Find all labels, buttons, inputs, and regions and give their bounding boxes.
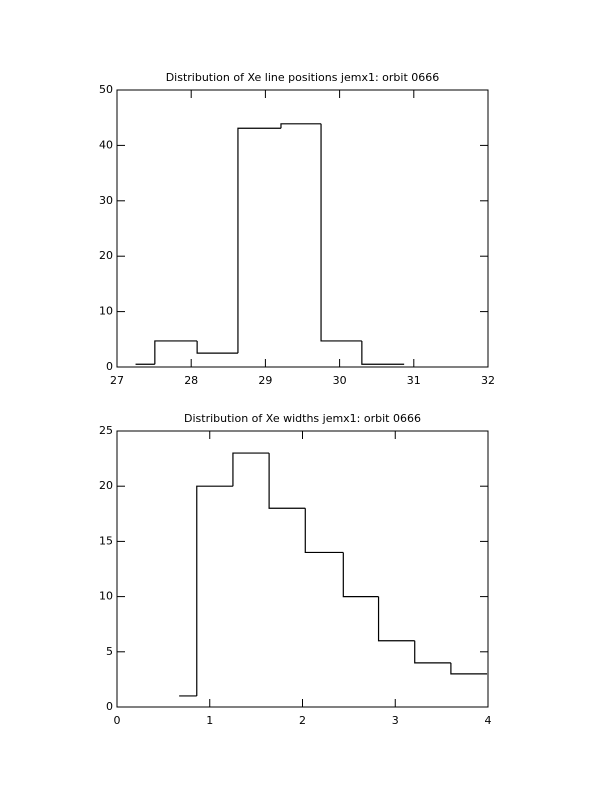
y-tick-label: 20 bbox=[99, 479, 113, 492]
y-tick-label: 30 bbox=[99, 194, 113, 207]
plot-frame bbox=[116, 430, 489, 708]
histogram-step bbox=[450, 662, 488, 675]
histogram-step bbox=[304, 508, 344, 554]
y-tick-label: 25 bbox=[99, 424, 113, 437]
x-tick-label: 31 bbox=[407, 374, 421, 387]
x-tick-label: 3 bbox=[392, 714, 399, 727]
histogram-step bbox=[320, 123, 362, 342]
histogram-step bbox=[361, 340, 405, 365]
x-tick-label: 4 bbox=[485, 714, 492, 727]
y-tick-label: 10 bbox=[99, 590, 113, 603]
chart-title: Distribution of Xe line positions jemx1:… bbox=[166, 71, 440, 84]
histogram-step bbox=[237, 127, 281, 354]
histogram-step bbox=[268, 453, 306, 509]
histogram-step bbox=[196, 485, 233, 696]
plot-frame bbox=[116, 89, 489, 368]
histogram-step bbox=[232, 452, 270, 487]
x-tick-label: 32 bbox=[481, 374, 495, 387]
x-tick-label: 29 bbox=[258, 374, 272, 387]
y-tick-label: 50 bbox=[99, 83, 113, 96]
y-tick-label: 5 bbox=[106, 645, 113, 658]
histogram-step bbox=[196, 340, 238, 354]
histogram-step bbox=[377, 596, 415, 642]
x-tick-label: 28 bbox=[184, 374, 198, 387]
chart-title: Distribution of Xe widths jemx1: orbit 0… bbox=[184, 412, 421, 425]
y-tick-label: 15 bbox=[99, 534, 113, 547]
x-tick-label: 0 bbox=[114, 714, 121, 727]
x-tick-label: 30 bbox=[333, 374, 347, 387]
y-tick-label: 40 bbox=[99, 138, 113, 151]
y-tick-label: 0 bbox=[106, 700, 113, 713]
x-tick-label: 1 bbox=[206, 714, 213, 727]
x-tick-label: 27 bbox=[110, 374, 124, 387]
y-tick-label: 10 bbox=[99, 305, 113, 318]
y-tick-label: 0 bbox=[106, 360, 113, 373]
histogram-step bbox=[154, 340, 198, 365]
x-tick-label: 2 bbox=[299, 714, 306, 727]
y-tick-label: 20 bbox=[99, 249, 113, 262]
histogram-step bbox=[342, 552, 379, 598]
histogram-step bbox=[414, 640, 451, 664]
histogram-step bbox=[280, 123, 322, 129]
